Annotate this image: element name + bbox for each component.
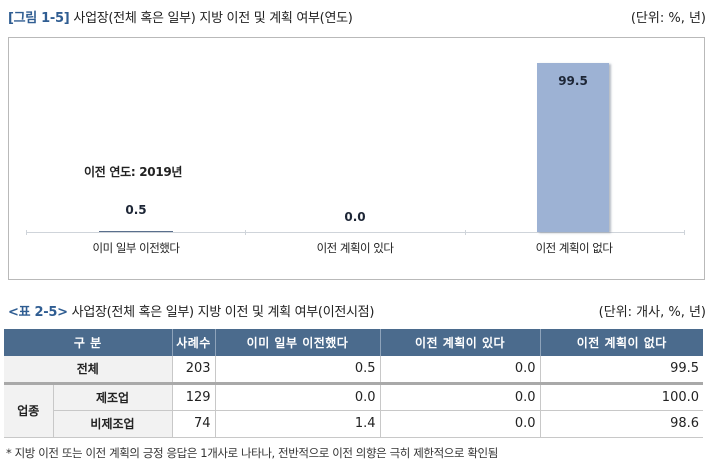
table-title-text: 사업장(전체 혹은 일부) 지방 이전 및 계획 여부(이전시점) [71, 305, 375, 320]
header-plan-exists: 이전 계획이 있다 [379, 329, 541, 356]
header-already-moved: 이미 일부 이전했다 [214, 329, 381, 356]
header-count: 사례수 [171, 329, 216, 356]
cell-plan-exists: 0.0 [379, 356, 541, 385]
cell-already-moved: 1.4 [214, 410, 381, 438]
row-label: 비제조업 [53, 410, 173, 438]
category-label-plan-exists: 이전 계획이 있다 [316, 241, 394, 255]
table-row-total: 전체 203 0.5 0.0 99.5 [4, 356, 704, 385]
table-unit: (단위: 개사, %, 년) [598, 305, 706, 320]
category-label-already-moved: 이미 일부 이전했다 [92, 241, 180, 255]
header-no-plan: 이전 계획이 없다 [539, 329, 704, 356]
header-category: 구 분 [4, 329, 173, 356]
relocation-year-annotation: 이전 연도: 2019년 [84, 165, 183, 179]
cell-already-moved: 0.0 [214, 383, 381, 411]
figure-label: [그림 1-5] [8, 11, 70, 26]
footnote: * 지방 이전 또는 이전 계획의 긍정 응답은 1개사로 나타나, 전반적으로… [6, 446, 498, 460]
relocation-table: 구 분 사례수 이미 일부 이전했다 이전 계획이 있다 이전 계획이 없다 전… [4, 329, 704, 438]
bar-no-plan [537, 63, 609, 232]
cell-plan-exists: 0.0 [379, 410, 541, 438]
value-label-plan-exists: 0.0 [344, 210, 366, 224]
cell-count: 203 [171, 356, 216, 385]
bar-already-moved [99, 231, 173, 232]
cell-no-plan: 98.6 [539, 410, 704, 438]
axis-tick [465, 230, 466, 235]
cell-count: 74 [171, 410, 216, 438]
cell-already-moved: 0.5 [214, 356, 381, 385]
figure-title-text: 사업장(전체 혹은 일부) 지방 이전 및 계획 여부(연도) [73, 11, 353, 26]
table-row-non-manufacturing: 비제조업 74 1.4 0.0 98.6 [4, 410, 704, 438]
chart-baseline [26, 232, 685, 233]
row-label: 제조업 [52, 383, 173, 411]
table-label: <표 2-5> [8, 305, 68, 320]
value-label-already-moved: 0.5 [125, 203, 147, 217]
figure-title: [그림 1-5] 사업장(전체 혹은 일부) 지방 이전 및 계획 여부(연도) [8, 7, 353, 26]
cell-count: 129 [171, 383, 216, 411]
table-header-row: 구 분 사례수 이미 일부 이전했다 이전 계획이 있다 이전 계획이 없다 [4, 329, 704, 356]
group-label-industry: 업종 [4, 383, 54, 438]
axis-tick [26, 230, 27, 235]
table-row-manufacturing: 업종 제조업 129 0.0 0.0 100.0 [4, 383, 704, 438]
cell-plan-exists: 0.0 [379, 383, 541, 411]
axis-tick [245, 230, 246, 235]
axis-tick [684, 230, 685, 235]
category-label-no-plan: 이전 계획이 없다 [535, 241, 613, 255]
figure-unit: (단위: %, 년) [630, 11, 706, 26]
table-title: <표 2-5> 사업장(전체 혹은 일부) 지방 이전 및 계획 여부(이전시점) [8, 301, 374, 320]
cell-no-plan: 100.0 [539, 383, 704, 411]
value-label-no-plan: 99.5 [558, 74, 588, 88]
cell-no-plan: 99.5 [539, 356, 704, 385]
row-label: 전체 [4, 356, 173, 385]
